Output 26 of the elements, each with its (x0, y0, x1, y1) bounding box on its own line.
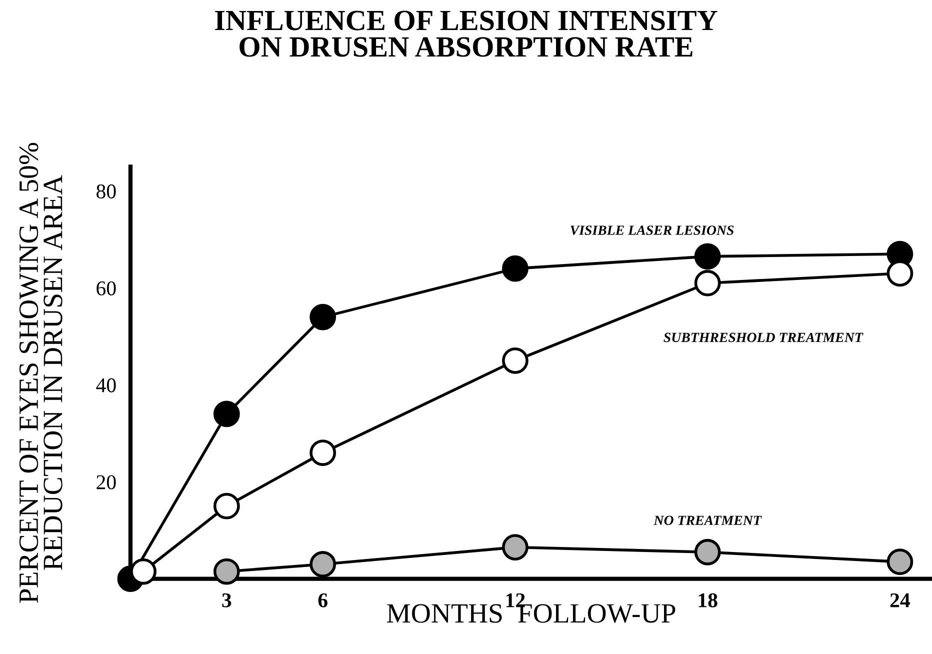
y-tick-label: 80 (96, 184, 116, 198)
text: SUBTHRESHOLD TREATMENT (664, 332, 864, 342)
point (310, 551, 336, 578)
y-axis-title: PERCENT OF EYES SHOWING A 50% REDUCTION IN DRUSEN AREA (19, 142, 62, 603)
series-label: VISIBLE LASER LESIONS (570, 226, 734, 235)
point (502, 255, 528, 282)
point (213, 558, 240, 585)
x-tick-label: 3 (222, 593, 232, 608)
y-tick-label: 40 (96, 378, 116, 392)
series-label: NO TREATMENT (654, 516, 762, 526)
point (502, 347, 528, 374)
point (213, 492, 240, 520)
chart-title: INFLUENCE OF LESION INTENSITY ON DRUSEN ABSORPTION RATE (215, 10, 718, 57)
point (694, 538, 721, 566)
y-tick-label: 20 (96, 475, 116, 490)
x-tick-label: 24 (890, 593, 910, 608)
point (310, 304, 336, 330)
x-tick-label: 18 (698, 593, 718, 608)
point (694, 243, 721, 270)
point (694, 270, 721, 296)
point (502, 534, 528, 560)
x-tick-label: 6 (318, 593, 328, 608)
point (213, 400, 240, 428)
point (310, 440, 336, 466)
y-tick-label: 60 (96, 281, 116, 296)
point (886, 548, 914, 576)
